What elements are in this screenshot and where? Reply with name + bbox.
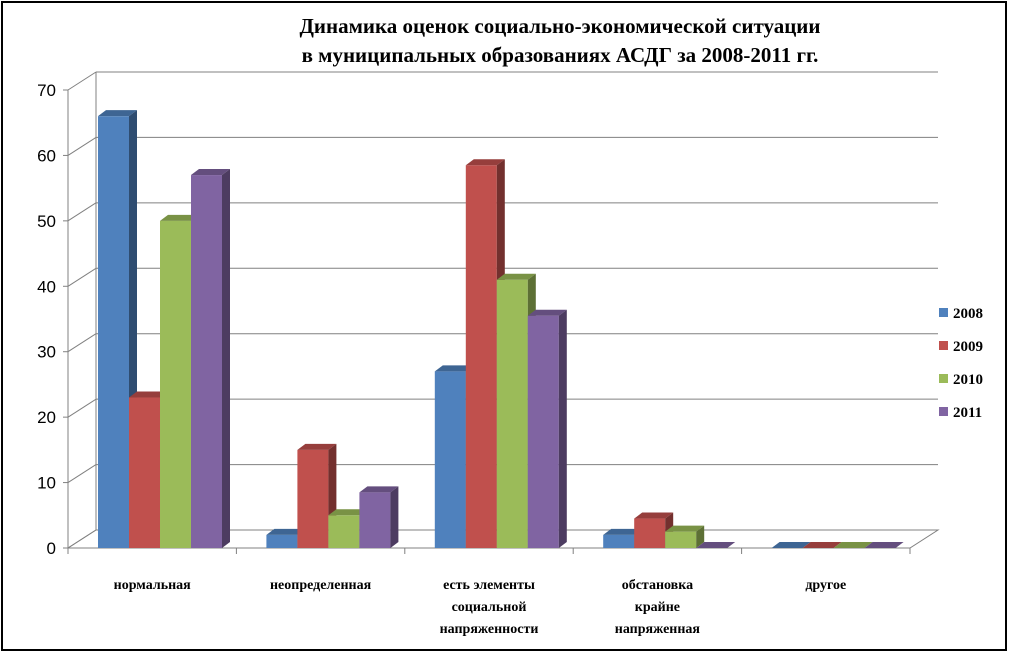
- y-tick-label-5: 50: [37, 212, 56, 231]
- y-tick-label-7: 70: [37, 81, 56, 100]
- category-label-3-line-2: социальной: [452, 600, 527, 615]
- bar-front: [266, 534, 298, 548]
- bar-2011-1: [191, 169, 230, 549]
- bar-top: [434, 365, 474, 372]
- bar-front: [496, 279, 528, 548]
- category-label-5-line-1: другое: [805, 578, 846, 593]
- chart-title: Динамика оценок социально-экономической …: [200, 12, 920, 70]
- bar-top: [603, 528, 643, 535]
- bar-top: [833, 542, 873, 548]
- bar-top: [527, 309, 567, 316]
- gridline-side-0: [67, 529, 97, 549]
- bar-top: [634, 512, 674, 519]
- category-label-4-line-3: напряженная: [615, 622, 701, 637]
- legend-label-2010: 2010: [953, 372, 983, 388]
- category-label-3-line-1: есть элементы: [443, 578, 535, 593]
- y-tick-label-4: 40: [37, 277, 56, 296]
- legend-swatch-2010: [939, 374, 948, 383]
- legend-swatch-2008: [939, 308, 948, 317]
- bars: [98, 110, 904, 549]
- bar-top: [129, 391, 168, 398]
- legend-swatch-2009: [939, 341, 948, 350]
- bar-2009-4: [634, 512, 674, 548]
- legend-label-2009: 2009: [953, 339, 983, 355]
- bar-top: [771, 542, 811, 548]
- bar-top: [266, 528, 306, 535]
- bar-front: [129, 397, 160, 548]
- y-tick-label-1: 10: [37, 474, 56, 493]
- bar-top: [696, 542, 736, 548]
- bar-side: [558, 309, 567, 548]
- legend: 2008 2009 2010 2011: [939, 306, 983, 421]
- gridline-side-1: [67, 464, 97, 483]
- bar-front: [98, 116, 129, 549]
- bar-front: [297, 449, 329, 548]
- bar-top: [297, 443, 337, 450]
- bar-top: [328, 509, 368, 516]
- gridline-side-4: [67, 267, 97, 287]
- bar-front: [527, 315, 559, 548]
- gridline-side-7: [67, 71, 97, 91]
- bar-side: [390, 486, 399, 548]
- gridline-side-3: [67, 333, 97, 353]
- bar-front: [603, 534, 635, 548]
- legend-swatch-2011: [939, 407, 948, 416]
- category-label-2-line-1: неопределенная: [270, 578, 372, 593]
- bar-top: [864, 542, 904, 548]
- bar-front: [328, 515, 360, 548]
- bar-top: [160, 214, 199, 221]
- bar-2008-5: [771, 542, 811, 548]
- y-tick-label-2: 20: [37, 408, 56, 427]
- y-tick-label-3: 30: [37, 343, 56, 362]
- bar-top: [802, 542, 842, 548]
- gridline-side-5: [67, 202, 97, 222]
- category-label-3-line-3: напряженности: [440, 622, 539, 637]
- gridline-side-2: [67, 398, 97, 418]
- bar-front: [359, 492, 391, 548]
- bar-top: [496, 273, 536, 280]
- chart-title-line-2: в муниципальных образованиях АСДГ за 200…: [301, 43, 819, 67]
- bar-top: [191, 169, 230, 176]
- legend-label-2011: 2011: [953, 405, 982, 421]
- bar-top: [665, 525, 705, 532]
- bar-top: [465, 159, 505, 166]
- bar-2011-5: [864, 542, 904, 548]
- chart-title-line-1: Динамика оценок социально-экономической …: [299, 14, 821, 38]
- category-label-1-line-1: нормальная: [114, 578, 192, 593]
- bar-front: [434, 371, 466, 548]
- y-tick-label-0: 0: [47, 539, 56, 558]
- bar-front: [465, 165, 497, 548]
- y-tick-label-6: 60: [37, 146, 56, 165]
- bar-front: [191, 175, 222, 549]
- bar-2009-5: [802, 542, 842, 548]
- bar-front: [634, 518, 666, 548]
- y-tick-labels: 0 10 20 30 40 50 60 70: [37, 81, 56, 558]
- bar-2010-4: [665, 525, 705, 548]
- bar-top: [98, 110, 137, 117]
- bar-side: [222, 169, 230, 549]
- bar-side: [696, 525, 705, 548]
- bar-front: [665, 531, 697, 548]
- category-label-4-line-1: обстановка: [622, 578, 693, 593]
- bar-2010-5: [833, 542, 873, 548]
- bar-top: [359, 486, 399, 493]
- bar-2011-3: [527, 309, 567, 548]
- bar-2011-2: [359, 486, 399, 548]
- legend-label-2008: 2008: [953, 306, 983, 322]
- bar-front: [160, 220, 191, 548]
- category-label-4-line-2: крайне: [635, 600, 680, 615]
- gridline-side-6: [67, 137, 97, 156]
- category-labels: нормальная неопределенная есть элементы соц…: [114, 578, 847, 637]
- bar-2011-4: [696, 542, 736, 548]
